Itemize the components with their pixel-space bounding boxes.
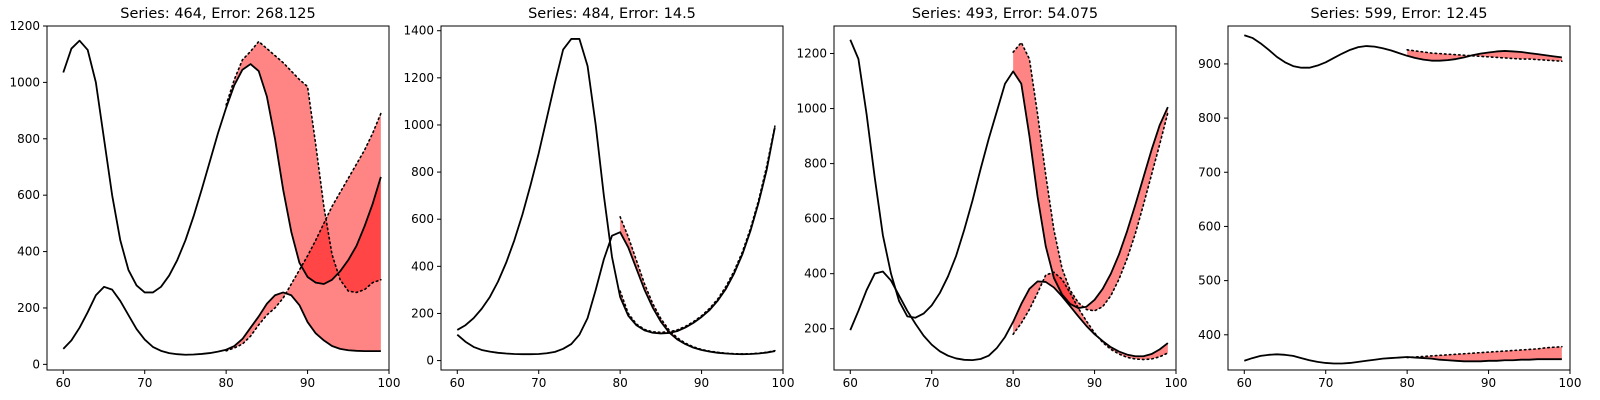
y-tick-label: 400 — [1198, 328, 1221, 342]
y-tick-label: 800 — [411, 165, 434, 179]
y-tick-label: 200 — [411, 306, 434, 320]
y-tick-label: 1400 — [403, 24, 434, 38]
actual-line-series-2 — [62, 285, 381, 356]
x-tick-label: 70 — [531, 376, 546, 390]
y-tick-label: 700 — [1198, 165, 1221, 179]
y-tick-label: 400 — [804, 267, 827, 281]
actual-line-series-2 — [456, 231, 776, 356]
x-tick-label: 60 — [1237, 376, 1252, 390]
x-tick-label: 70 — [137, 376, 152, 390]
actual-line-series-1 — [456, 38, 776, 335]
y-tick-label: 1000 — [9, 75, 40, 89]
predicted-line-series-1 — [619, 125, 776, 334]
y-tick-label: 400 — [411, 259, 434, 273]
x-tick-label: 90 — [1087, 376, 1102, 390]
x-tick-label: 100 — [378, 376, 401, 390]
error-band-series-2 — [1407, 346, 1562, 362]
chart-title: Series: 484, Error: 14.5 — [528, 6, 696, 22]
error-band-series-1 — [226, 41, 381, 293]
predicted-line-series-1 — [225, 40, 382, 294]
y-tick-label: 1000 — [403, 118, 434, 132]
y-tick-label: 800 — [17, 132, 40, 146]
plot-frame — [1227, 25, 1571, 371]
x-tick-label: 80 — [219, 376, 234, 390]
x-tick-label: 70 — [924, 376, 939, 390]
actual-line-series-2 — [1244, 353, 1562, 365]
chart-title: Series: 599, Error: 12.45 — [1310, 6, 1487, 22]
y-tick-label: 800 — [1198, 111, 1221, 125]
x-tick-label: 60 — [450, 376, 465, 390]
predicted-line-series-2 — [619, 216, 776, 355]
error-band-series-1 — [1013, 42, 1168, 311]
chart-title: Series: 493, Error: 54.075 — [912, 6, 1098, 22]
chart-title: Series: 464, Error: 268.125 — [120, 6, 316, 22]
plot-frame — [46, 25, 390, 371]
x-tick-label: 60 — [843, 376, 858, 390]
y-tick-label: 500 — [1198, 274, 1221, 288]
x-tick-label: 90 — [300, 376, 315, 390]
y-tick-label: 600 — [804, 212, 827, 226]
x-tick-label: 60 — [56, 376, 71, 390]
x-tick-label: 80 — [1400, 376, 1415, 390]
y-tick-label: 600 — [411, 212, 434, 226]
actual-line-series-1 — [62, 39, 382, 294]
y-tick-label: 400 — [17, 245, 40, 259]
x-tick-label: 90 — [694, 376, 709, 390]
actual-line-series-1 — [1244, 34, 1562, 69]
y-tick-label: 600 — [1198, 219, 1221, 233]
y-tick-label: 1200 — [9, 19, 40, 33]
error-band-series-2 — [226, 113, 381, 352]
y-tick-label: 600 — [17, 188, 40, 202]
y-tick-label: 800 — [804, 157, 827, 171]
y-tick-label: 0 — [32, 357, 40, 371]
error-band-series-2 — [1013, 272, 1168, 360]
actual-line-series-2 — [849, 270, 1169, 361]
y-tick-label: 1200 — [403, 71, 434, 85]
chart-panel-3: Series: 493, Error: 54.075 60 70 80 90 100 200… — [796, 6, 1187, 390]
y-tick-label: 0 — [426, 354, 434, 368]
x-tick-label: 100 — [1165, 376, 1188, 390]
x-tick-label: 90 — [1481, 376, 1496, 390]
x-tick-label: 70 — [1318, 376, 1333, 390]
y-tick-label: 1200 — [796, 47, 827, 61]
actual-line-series-1 — [849, 39, 1169, 319]
predicted-line-series-1 — [1012, 41, 1169, 312]
y-tick-label: 200 — [804, 322, 827, 336]
x-tick-label: 100 — [1559, 376, 1582, 390]
x-tick-label: 80 — [613, 376, 628, 390]
plot-frame — [833, 25, 1177, 371]
y-tick-label: 900 — [1198, 57, 1221, 71]
plot-frame — [440, 25, 784, 371]
x-tick-label: 100 — [772, 376, 795, 390]
x-tick-label: 80 — [1006, 376, 1021, 390]
chart-panel-2: Series: 484, Error: 14.560 70 80 90 10002004… — [403, 6, 794, 390]
y-tick-label: 200 — [17, 301, 40, 315]
predicted-line-series-2 — [1012, 271, 1169, 361]
chart-panel-4: Series: 599, Error: 12.45 60 70 80 90 100 400 5… — [1198, 6, 1581, 390]
y-tick-label: 1000 — [796, 102, 827, 116]
